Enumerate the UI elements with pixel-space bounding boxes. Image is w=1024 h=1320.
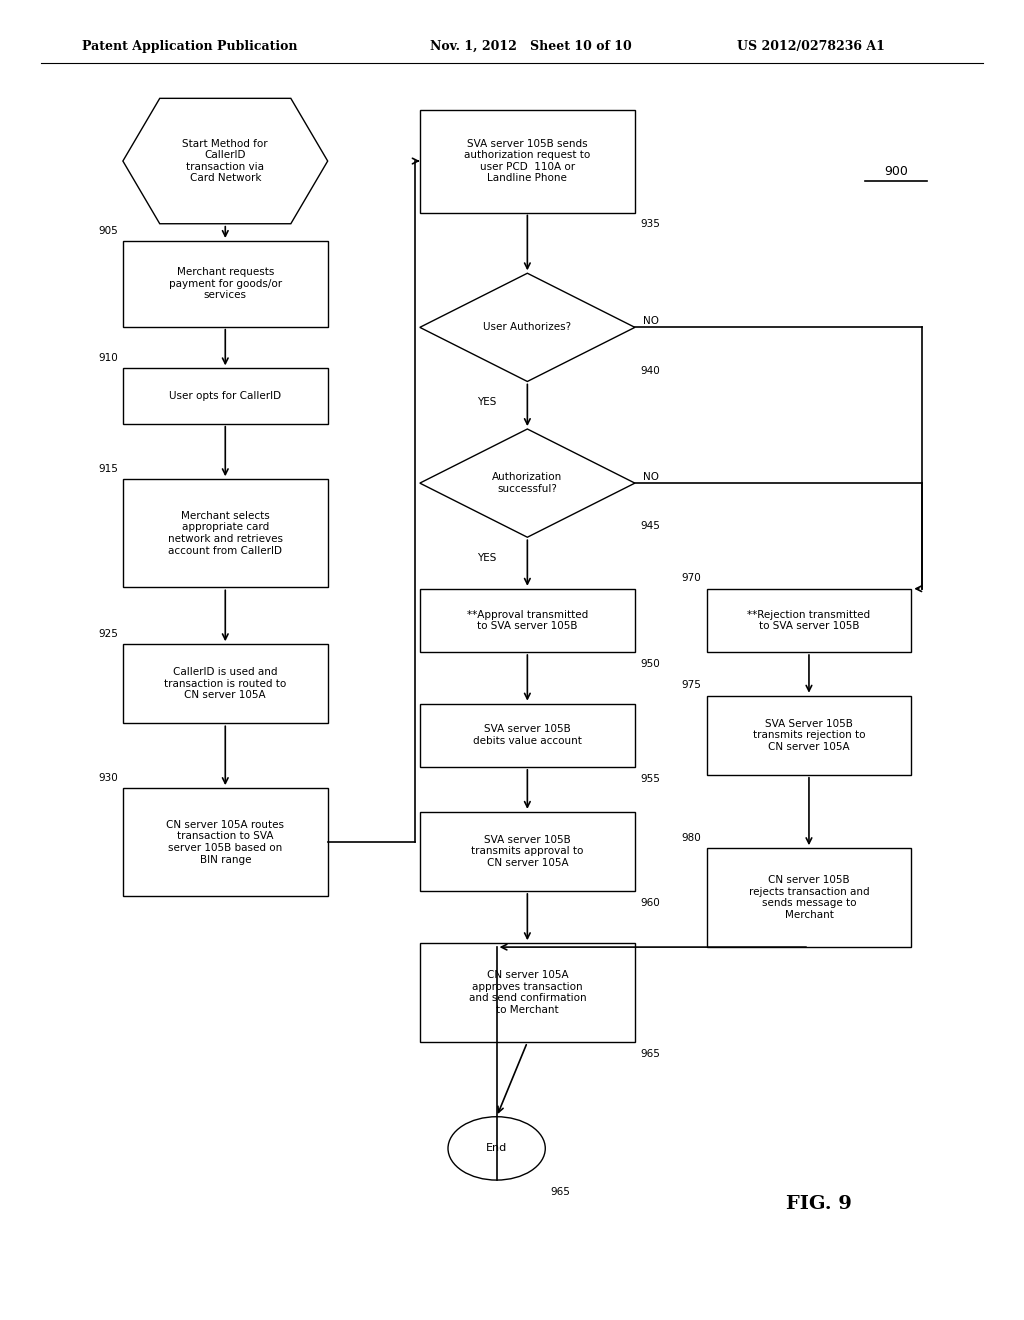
- Text: US 2012/0278236 A1: US 2012/0278236 A1: [737, 40, 885, 53]
- Text: User Authorizes?: User Authorizes?: [483, 322, 571, 333]
- FancyBboxPatch shape: [420, 942, 635, 1043]
- FancyBboxPatch shape: [123, 644, 328, 723]
- Text: Patent Application Publication: Patent Application Publication: [82, 40, 297, 53]
- FancyBboxPatch shape: [420, 110, 635, 213]
- Text: 980: 980: [682, 833, 701, 843]
- Text: 965: 965: [640, 1048, 659, 1059]
- FancyBboxPatch shape: [707, 696, 911, 775]
- FancyBboxPatch shape: [123, 240, 328, 326]
- Text: Merchant selects
appropriate card
network and retrieves
account from CallerID: Merchant selects appropriate card networ…: [168, 511, 283, 556]
- Text: 930: 930: [98, 772, 118, 783]
- FancyBboxPatch shape: [420, 589, 635, 652]
- Text: Merchant requests
payment for goods/or
services: Merchant requests payment for goods/or s…: [169, 267, 282, 301]
- Text: 970: 970: [682, 573, 701, 583]
- Text: User opts for CallerID: User opts for CallerID: [169, 391, 282, 401]
- FancyBboxPatch shape: [420, 704, 635, 767]
- Text: End: End: [486, 1143, 507, 1154]
- FancyBboxPatch shape: [123, 788, 328, 896]
- Text: 975: 975: [682, 680, 701, 690]
- Text: 950: 950: [640, 659, 659, 669]
- Text: 925: 925: [98, 628, 118, 639]
- Text: 915: 915: [98, 463, 118, 474]
- Text: **Approval transmitted
to SVA server 105B: **Approval transmitted to SVA server 105…: [467, 610, 588, 631]
- Text: Nov. 1, 2012   Sheet 10 of 10: Nov. 1, 2012 Sheet 10 of 10: [430, 40, 632, 53]
- Text: SVA server 105B sends
authorization request to
user PCD  110A or
Landline Phone: SVA server 105B sends authorization requ…: [464, 139, 591, 183]
- Text: 945: 945: [640, 521, 659, 532]
- Text: 960: 960: [640, 898, 659, 908]
- Text: SVA server 105B
debits value account: SVA server 105B debits value account: [473, 725, 582, 746]
- Text: FIG. 9: FIG. 9: [786, 1195, 852, 1213]
- Text: CN server 105A routes
transaction to SVA
server 105B based on
BIN range: CN server 105A routes transaction to SVA…: [166, 820, 285, 865]
- Polygon shape: [123, 98, 328, 223]
- Text: 965: 965: [551, 1187, 570, 1197]
- Text: SVA server 105B
transmits approval to
CN server 105A: SVA server 105B transmits approval to CN…: [471, 834, 584, 869]
- Text: CN server 105A
approves transaction
and send confirmation
to Merchant: CN server 105A approves transaction and …: [469, 970, 586, 1015]
- FancyBboxPatch shape: [123, 368, 328, 424]
- Text: NO: NO: [643, 315, 659, 326]
- Text: SVA Server 105B
transmits rejection to
CN server 105A: SVA Server 105B transmits rejection to C…: [753, 718, 865, 752]
- FancyBboxPatch shape: [420, 812, 635, 891]
- Text: Start Method for
CallerID
transaction via
Card Network: Start Method for CallerID transaction vi…: [182, 139, 268, 183]
- Text: 905: 905: [98, 226, 118, 235]
- Ellipse shape: [449, 1117, 545, 1180]
- Text: YES: YES: [477, 553, 496, 564]
- Text: **Rejection transmitted
to SVA server 105B: **Rejection transmitted to SVA server 10…: [748, 610, 870, 631]
- Text: 910: 910: [98, 352, 118, 363]
- Text: Authorization
successful?: Authorization successful?: [493, 473, 562, 494]
- Text: 940: 940: [640, 366, 659, 376]
- Text: CN server 105B
rejects transaction and
sends message to
Merchant: CN server 105B rejects transaction and s…: [749, 875, 869, 920]
- Text: 955: 955: [640, 774, 659, 784]
- Polygon shape: [420, 429, 635, 537]
- Text: YES: YES: [477, 397, 496, 408]
- FancyBboxPatch shape: [123, 479, 328, 587]
- Text: CallerID is used and
transaction is routed to
CN server 105A: CallerID is used and transaction is rout…: [164, 667, 287, 701]
- FancyBboxPatch shape: [707, 847, 911, 948]
- Text: NO: NO: [643, 471, 659, 482]
- Polygon shape: [420, 273, 635, 381]
- FancyBboxPatch shape: [707, 589, 911, 652]
- Text: 935: 935: [640, 219, 659, 230]
- Text: 900: 900: [884, 165, 908, 178]
